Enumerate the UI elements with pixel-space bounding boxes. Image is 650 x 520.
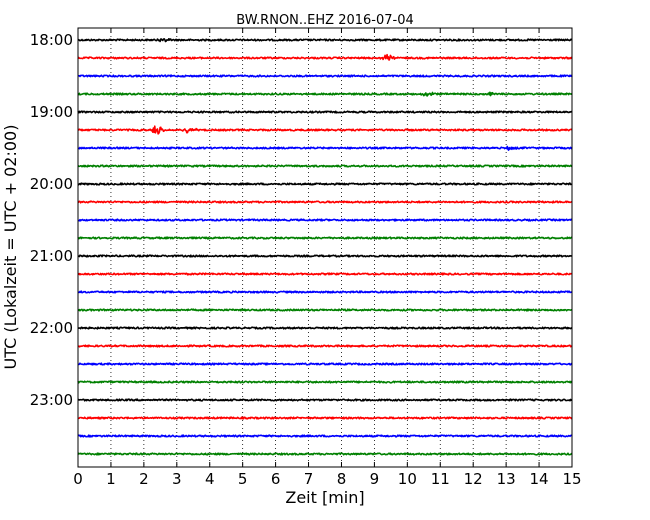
y-tick-label: 20:00 [30, 175, 73, 193]
x-tick-label: 0 [73, 470, 83, 488]
seismic-traces [77, 38, 573, 456]
trace-line [77, 398, 573, 402]
trace-line [77, 308, 573, 312]
chart-title: BW.RNON..EHZ 2016-07-04 [236, 13, 414, 28]
x-tick-label: 13 [497, 470, 516, 488]
trace-line [77, 125, 573, 135]
trace-line [77, 326, 573, 330]
trace-line [77, 218, 573, 222]
trace-line [77, 110, 573, 114]
x-tick-label: 12 [464, 470, 483, 488]
trace-line [77, 434, 573, 438]
trace-line [77, 38, 573, 43]
x-tick-label: 2 [139, 470, 149, 488]
trace-line [77, 380, 573, 384]
y-tick-label: 18:00 [30, 31, 73, 49]
trace-line [77, 452, 573, 456]
x-tick-label: 9 [370, 470, 380, 488]
x-tick-label: 5 [238, 470, 248, 488]
x-tick-label: 4 [205, 470, 215, 488]
trace-line [77, 344, 573, 348]
trace-line [77, 182, 573, 186]
x-tick-label: 14 [530, 470, 549, 488]
x-tick-label: 1 [106, 470, 116, 488]
trace-line [77, 362, 573, 366]
y-axis-label: UTC (Lokalzeit = UTC + 02:00) [1, 125, 20, 370]
trace-line [77, 290, 573, 294]
axis-ticks: 0 1 2 3 4 5 6 7 8 9 10 11 12 13 14 1518:0019:0020:0021:… [30, 28, 582, 488]
x-tick-label: 6 [271, 470, 281, 488]
x-tick-label: 7 [304, 470, 314, 488]
x-tick-label: 10 [398, 470, 417, 488]
trace-line [77, 254, 573, 258]
x-tick-label: 3 [172, 470, 182, 488]
y-tick-label: 22:00 [30, 319, 73, 337]
trace-line [77, 74, 573, 78]
y-tick-label: 19:00 [30, 103, 73, 121]
x-tick-label: 11 [431, 470, 450, 488]
plot-frame [77, 27, 573, 468]
trace-line [77, 200, 573, 204]
trace-line [77, 416, 573, 420]
trace-line [77, 272, 573, 276]
x-tick-label: 15 [562, 470, 581, 488]
trace-line [77, 53, 573, 61]
trace-line [77, 145, 573, 151]
y-tick-label: 21:00 [30, 247, 73, 265]
x-axis-label: Zeit [min] [285, 488, 364, 507]
trace-line [77, 91, 573, 97]
trace-line [77, 164, 573, 168]
trace-line [77, 236, 573, 240]
y-tick-label: 23:00 [30, 391, 73, 409]
x-tick-label: 8 [337, 470, 347, 488]
